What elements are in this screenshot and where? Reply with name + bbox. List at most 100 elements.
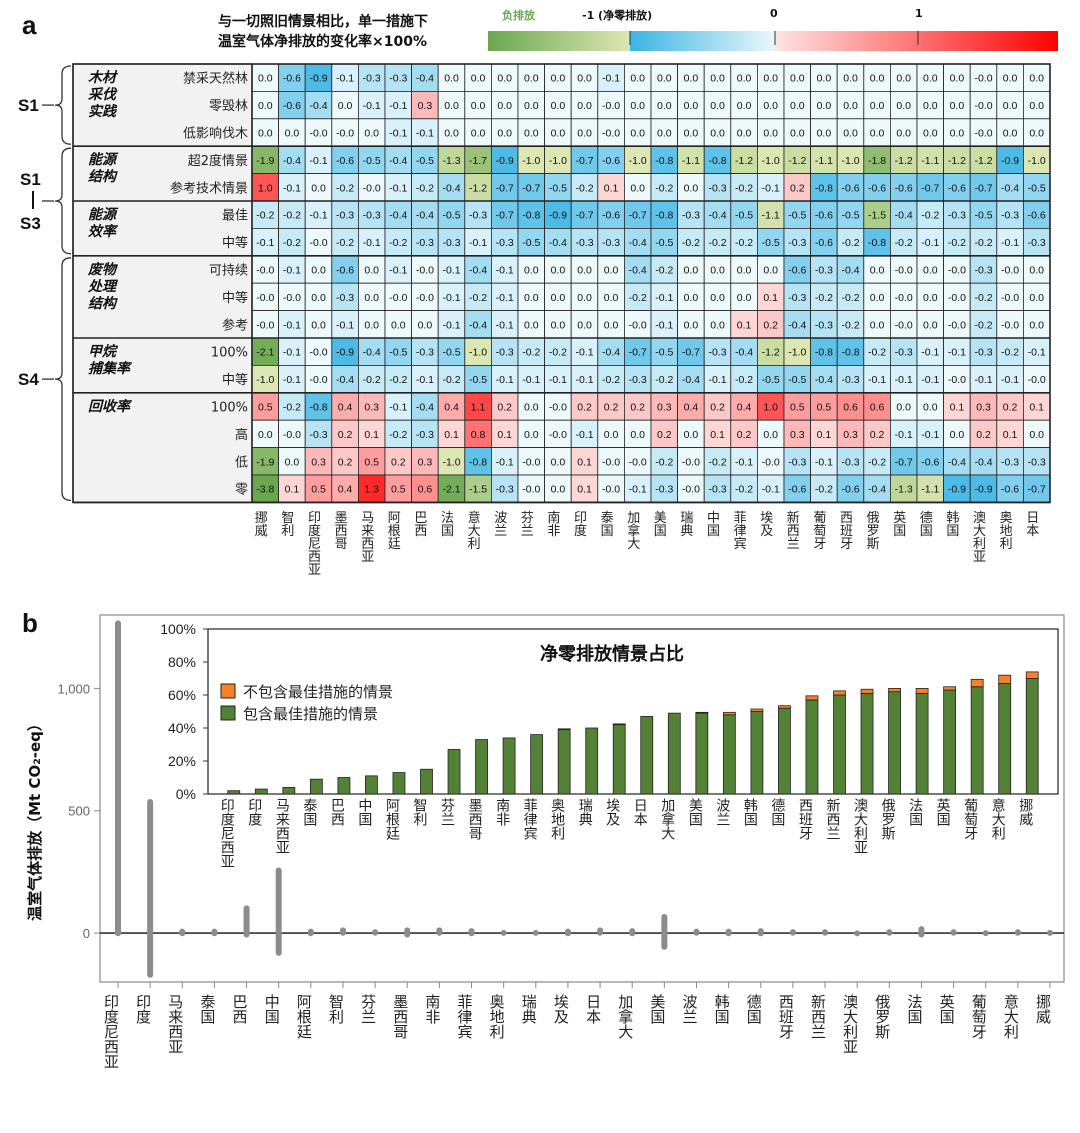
heatmap-cell-value: 0.4 (444, 402, 459, 414)
heatmap-cell-value: -0.5 (655, 347, 673, 359)
heatmap-cell (304, 200, 333, 229)
scatter-range (500, 929, 507, 936)
heatmap-cell-value: 0.0 (923, 292, 938, 304)
heatmap-cell (650, 63, 679, 92)
x-tick-label: 澳大利亚 (841, 994, 859, 1054)
column-label: 西班牙 (837, 510, 853, 549)
heatmap-cell-value: -0.6 (868, 182, 886, 194)
colorbar-label-1: 1 (915, 7, 923, 20)
heatmap-cell-value: -1.2 (788, 155, 806, 167)
heatmap-cell (331, 364, 359, 394)
heatmap-cell (810, 145, 838, 174)
heatmap-cell (1023, 63, 1051, 92)
heatmap-cell-value: 0.0 (1029, 429, 1044, 441)
heatmap-cell-value: -0.3 (1028, 456, 1046, 468)
column-label: 墨西哥 (332, 510, 348, 549)
heatmap-cell-value: -1.9 (256, 155, 274, 167)
heatmap-cell (278, 282, 306, 312)
heatmap-cell-value: -1.5 (469, 484, 487, 496)
x-tick-label: 印度尼西亚 (102, 994, 120, 1069)
scatter-range (179, 928, 186, 937)
column-label: 中国 (704, 510, 719, 536)
heatmap-cell-value: -0.8 (708, 155, 726, 167)
heatmap-cell-value: -0.1 (921, 347, 939, 359)
heatmap-cell-value: -0.7 (629, 347, 647, 359)
heatmap-cell-value: 0.0 (1003, 128, 1018, 140)
scatter-range (661, 913, 668, 950)
column-label: 澳大利亚 (970, 510, 986, 563)
heatmap-cell (624, 474, 652, 503)
bar-exclude-best (722, 711, 736, 716)
heatmap-cell-value: -1.2 (974, 155, 992, 167)
heatmap-cell (437, 474, 466, 503)
heatmap-cell (357, 91, 386, 120)
column-label: 埃及 (757, 510, 773, 536)
heatmap-cell-value: 0.0 (524, 402, 539, 414)
heatmap-cell-value: -0.1 (389, 100, 407, 112)
heatmap-cell-value: -0.0 (974, 73, 992, 85)
inset-x-tick-label: 菲律宾 (522, 798, 538, 840)
inset-x-tick-label: 阿根廷 (384, 798, 400, 840)
heatmap-cell-value: -0.7 (575, 155, 593, 167)
heatmap-cell-value: -0.4 (974, 456, 992, 468)
heatmap-cell-value: 0.3 (364, 402, 379, 414)
heatmap-cell-value: -0.1 (336, 319, 354, 331)
heatmap-cell-value: -0.7 (974, 182, 992, 194)
heatmap-cell-value: 0.0 (524, 265, 539, 277)
heatmap-cell (943, 474, 971, 503)
heatmap-cell-value: 0.2 (497, 402, 512, 414)
heatmap-cell (863, 282, 891, 312)
heatmap-cell-value: 0.0 (843, 128, 858, 140)
heatmap-cell (783, 447, 812, 476)
heatmap-cell-value: 0.0 (657, 128, 672, 140)
heatmap-cell-value: 0.0 (710, 73, 725, 85)
scatter-range (822, 929, 829, 936)
heatmap-cell-value: -0.9 (1001, 155, 1019, 167)
heatmap-cell-value: -0.0 (1001, 292, 1019, 304)
colorbar-label-0: 0 (770, 7, 778, 20)
heatmap-cell (916, 227, 945, 257)
column-label: 加拿大 (624, 510, 640, 549)
inset-x-tick-label: 挪威 (1017, 798, 1033, 827)
heatmap-cell-value: 0.0 (870, 319, 885, 331)
heatmap-cell (490, 419, 519, 449)
x-tick-label: 葡萄牙 (970, 994, 988, 1040)
heatmap-cell-value: -0.4 (895, 210, 913, 222)
heatmap-cell-value: -0.2 (841, 292, 859, 304)
heatmap-cell-value: 0.2 (710, 402, 725, 414)
heatmap-cell (624, 282, 652, 312)
inset-x-tick-label: 泰国 (301, 798, 317, 826)
heatmap-cell (570, 419, 599, 449)
heatmap-cell (384, 91, 413, 120)
heatmap-cell-value: 0.0 (923, 100, 938, 112)
heatmap-cell (570, 474, 599, 503)
heatmap-cell-value: -0.1 (895, 374, 913, 386)
heatmap-cell-value: -0.1 (389, 182, 407, 194)
heatmap-cell-value: 0.0 (896, 100, 911, 112)
x-tick-label: 加拿大 (616, 994, 634, 1039)
bar-include-best (640, 716, 654, 795)
inset-x-tick-label: 韩国 (742, 798, 758, 826)
heatmap-cell-value: 0.0 (923, 319, 938, 331)
heatmap-cell (517, 63, 546, 92)
heatmap-cell-value: -0.1 (496, 292, 514, 304)
heatmap-cell-value: -0.2 (921, 210, 939, 222)
heatmap-cell-value: -0.1 (575, 429, 593, 441)
heatmap-cell (464, 337, 492, 366)
heatmap-cell (624, 310, 652, 339)
inset-x-tick-label: 俄罗斯 (880, 798, 896, 841)
heatmap-cell-value: -0.0 (948, 292, 966, 304)
heatmap-cell (969, 63, 998, 92)
heatmap-cell (624, 419, 652, 449)
heatmap-cell-value: -0.5 (762, 374, 780, 386)
heatmap-cell-value: 0.0 (444, 128, 459, 140)
heatmap-cell-value: 0.0 (524, 292, 539, 304)
heatmap-cell-value: -0.5 (1028, 182, 1046, 194)
x-tick-label: 新西兰 (809, 994, 827, 1039)
heatmap-cell-value: -0.0 (974, 128, 992, 140)
scope-bracket (54, 257, 72, 502)
inset-x-tick-label: 波兰 (714, 798, 730, 826)
heatmap-cell-value: 0.0 (630, 73, 645, 85)
heatmap-cell (890, 227, 918, 257)
heatmap-cell (969, 282, 998, 312)
